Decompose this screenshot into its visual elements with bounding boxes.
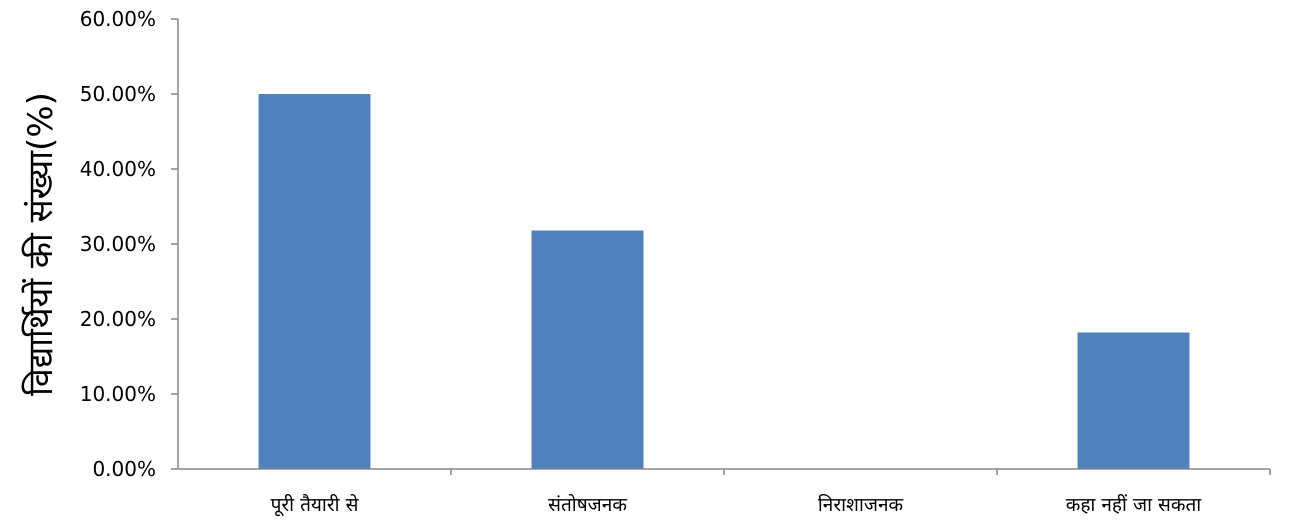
y-tick-label: 30.00%: [80, 232, 156, 256]
x-category-label: पूरी तैयारी से: [271, 493, 360, 517]
bar-2: [531, 230, 644, 469]
y-tick-label: 40.00%: [80, 157, 156, 181]
x-categories-layer: पूरी तैयारी से संतोषजनक निराशाजनक कहा नहीं …: [271, 469, 1271, 517]
y-tick-label: 50.00%: [80, 82, 156, 106]
bar-1: [258, 94, 371, 469]
y-tick-label: 0.00%: [92, 457, 156, 481]
y-tick-label: 60.00%: [80, 7, 156, 31]
bars-layer: [258, 94, 1190, 469]
bar-4: [1077, 332, 1190, 469]
x-category-label: निराशाजनक: [818, 493, 904, 516]
x-category-label: कहा नहीं जा सकता: [1066, 493, 1203, 516]
x-category-label: संतोषजनक: [548, 493, 627, 516]
y-tick-label: 20.00%: [80, 307, 156, 331]
y-tick-label: 10.00%: [80, 382, 156, 406]
y-ticks-layer: 0.00% 10.00% 20.00% 30.00% 40.00% 50.00% 60.00…: [80, 7, 178, 481]
y-axis-title: विद्यार्थियों की संख्या(%): [21, 92, 61, 396]
